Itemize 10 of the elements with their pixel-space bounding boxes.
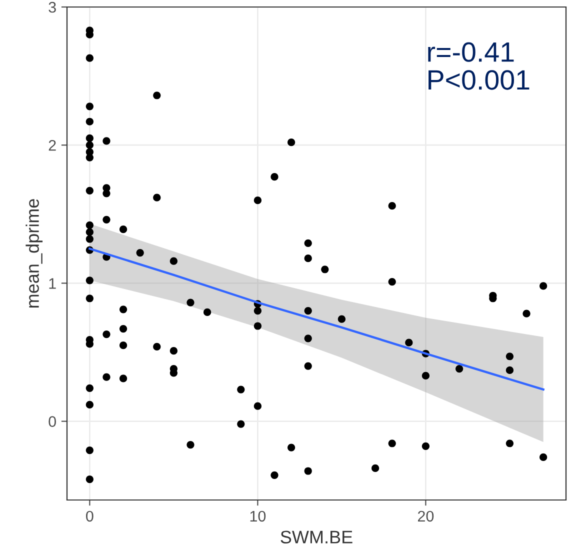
x-axis-title: SWM.BE [280,530,352,544]
y-tick-label: 1 [49,278,56,289]
annotation: r=-0.41 P<0.001 [428,42,530,90]
x-tick-label: 0 [86,510,94,522]
y-tick-label: 3 [48,2,56,13]
y-axis-title: mean_dprime [26,199,43,308]
y-tick-label: 0 [48,416,56,427]
x-tick-label: 10 [250,510,266,522]
y-tick-label: 2 [48,140,56,151]
x-tick-label: 20 [418,510,434,522]
